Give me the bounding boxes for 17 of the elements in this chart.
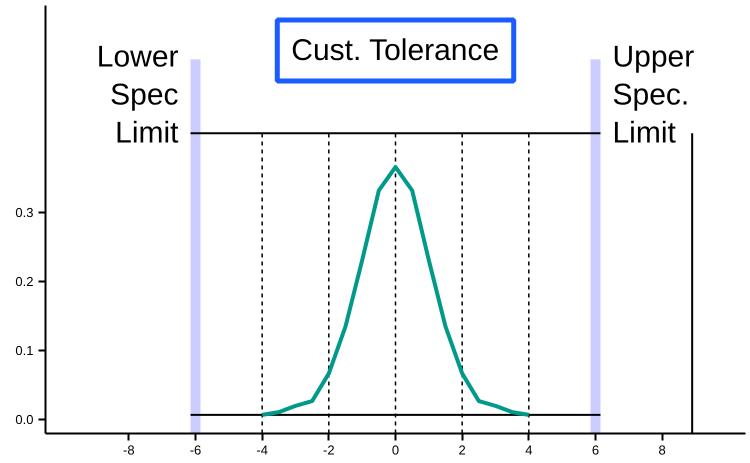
y-tick-label: 0.3 [15, 205, 34, 220]
x-tick-label: -6 [190, 442, 202, 458]
y-tick-label: 0.0 [15, 412, 34, 428]
x-tick-label: 6 [592, 442, 600, 458]
x-tick-label: 0 [392, 442, 400, 458]
x-tick-label: -2 [323, 442, 335, 458]
x-tick-label: 2 [458, 442, 466, 458]
x-tick-label: 8 [658, 442, 666, 458]
x-tick-label: -8 [123, 442, 135, 458]
y-tick-label: 0.1 [15, 343, 34, 358]
band-label: Lower Spec Limit [96, 40, 180, 150]
line-series [260, 165, 531, 417]
x-tick-label: -4 [256, 442, 268, 458]
x-tick-label: 4 [525, 442, 532, 458]
annotation: Cust. Tolerance [291, 34, 500, 67]
band-label: Upper Spec. Limit [612, 40, 694, 150]
y-tick-label: 0.2 [15, 274, 34, 290]
